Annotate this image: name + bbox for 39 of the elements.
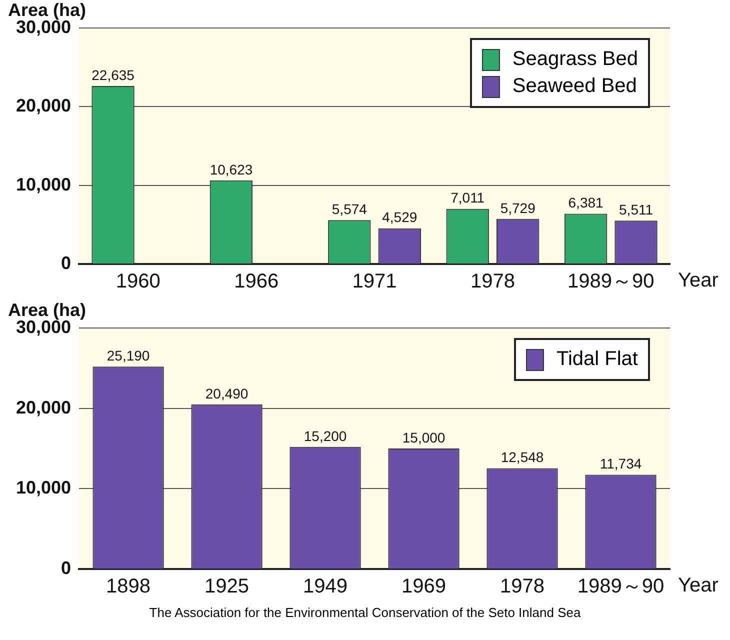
y-tick-label: 0: [61, 558, 72, 578]
x-tick-label: 1898: [106, 576, 151, 598]
legend-label: Seagrass Bed: [512, 48, 638, 71]
data-label: 25,190: [106, 348, 150, 364]
data-label: 20,490: [205, 385, 248, 402]
y-axis-title: Area (ha): [8, 300, 86, 320]
data-label: 12,548: [500, 449, 544, 466]
data-label: 4,529: [382, 209, 418, 226]
y-tick-label: 20,000: [16, 96, 72, 116]
x-tick-label: 1966: [234, 270, 279, 293]
data-label: 11,734: [600, 456, 642, 472]
x-tick-label: 1978: [470, 270, 515, 293]
data-label: 5,729: [500, 200, 536, 216]
x-tick-label: 1949: [303, 576, 348, 598]
y-tick-label: 10,000: [16, 174, 72, 194]
x-tick-label: 1969: [402, 576, 446, 598]
data-label: 7,011: [450, 190, 485, 206]
y-tick-label: 20,000: [16, 397, 72, 418]
y-axis-title: Area (ha): [8, 0, 86, 20]
data-label: 15,000: [402, 429, 446, 446]
data-label: 5,511: [619, 202, 654, 218]
y-tick-label: 10,000: [16, 478, 72, 498]
legend-label: Seaweed Bed: [512, 75, 637, 98]
text: The Association for the Environmental Conservation of the Seto Inland Sea: [148, 605, 582, 620]
data-label: 10,623: [210, 161, 253, 178]
x-tick-label: 1925: [204, 576, 250, 598]
x-tick-label: 1978: [500, 576, 545, 598]
x-tick-label: 1960: [116, 270, 160, 293]
data-label: 5,574: [332, 201, 368, 218]
data-label: 22,635: [92, 66, 135, 83]
x-tick-label: 1989～90: [568, 270, 654, 293]
x-tick-label: 1989～90: [577, 576, 664, 598]
data-label: 6,381: [568, 194, 604, 211]
y-tick-label: 0: [61, 252, 72, 273]
x-axis-title: Year: [678, 574, 719, 597]
legend-label: Tidal Flat: [556, 348, 638, 371]
x-axis-title: Year: [678, 270, 719, 292]
x-tick-label: 1971: [352, 270, 397, 293]
data-label: 15,200: [304, 428, 347, 444]
